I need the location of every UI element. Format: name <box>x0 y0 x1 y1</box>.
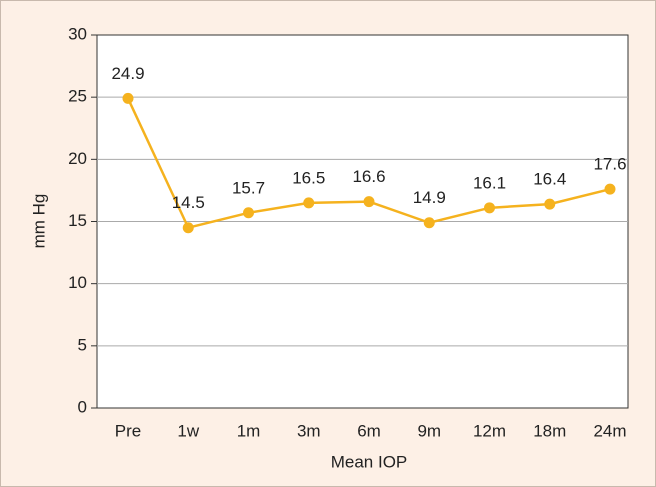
marker <box>544 198 556 210</box>
x-tick-label: 3m <box>297 421 321 440</box>
data-label: 16.6 <box>352 167 385 186</box>
x-tick-label: 1w <box>177 421 199 440</box>
y-tick-label: 15 <box>68 211 87 230</box>
marker <box>182 222 194 234</box>
x-tick-label: 12m <box>473 421 506 440</box>
marker <box>604 183 616 195</box>
marker <box>423 217 435 229</box>
x-tick-label: 18m <box>533 421 566 440</box>
y-tick-label: 0 <box>78 397 87 416</box>
y-tick-label: 20 <box>68 149 87 168</box>
x-tick-label: Pre <box>115 421 141 440</box>
x-tick-label: 9m <box>417 421 441 440</box>
data-label: 14.5 <box>172 193 205 212</box>
marker <box>484 202 495 214</box>
x-tick-label: 1m <box>237 421 261 440</box>
x-tick-label: 6m <box>357 421 381 440</box>
marker <box>243 207 254 219</box>
marker <box>303 197 315 209</box>
y-tick-label: 10 <box>68 273 87 292</box>
marker <box>363 196 375 208</box>
y-tick-label: 5 <box>78 335 87 354</box>
x-axis-label: Mean IOP <box>331 452 408 471</box>
data-label: 14.9 <box>413 188 446 207</box>
data-label: 24.9 <box>111 64 144 83</box>
y-axis-label: mm Hg <box>29 194 48 249</box>
x-tick-label: 24m <box>593 421 626 440</box>
y-tick-label: 30 <box>68 24 87 43</box>
data-label: 16.4 <box>533 170 566 189</box>
data-label: 15.7 <box>232 178 265 197</box>
y-tick-label: 25 <box>68 87 87 106</box>
marker <box>122 92 134 104</box>
data-label: 17.6 <box>593 155 626 174</box>
data-label: 16.1 <box>473 173 506 192</box>
data-label: 16.5 <box>292 168 325 187</box>
